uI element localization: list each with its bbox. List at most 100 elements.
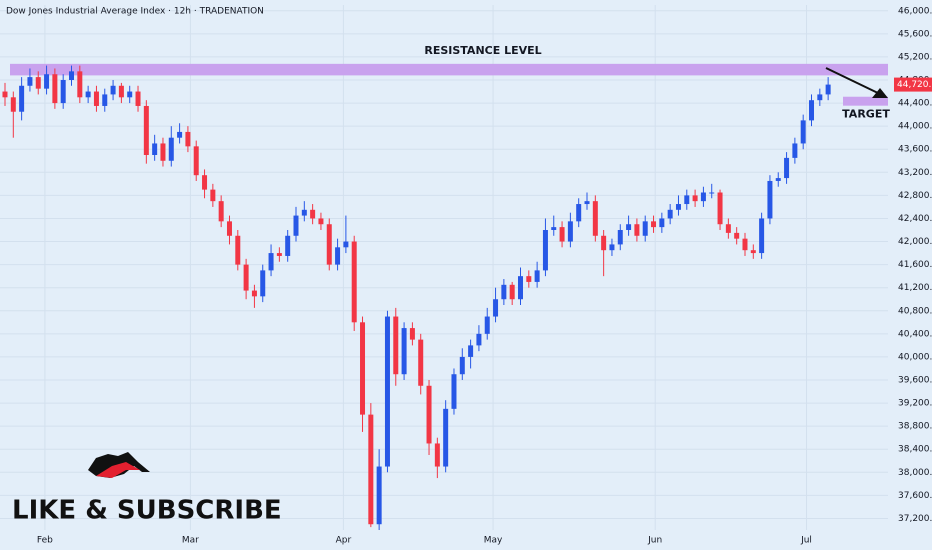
x-tick-label: Feb — [37, 536, 53, 546]
candle-body — [742, 238, 748, 251]
target-label: TARGET — [842, 108, 890, 121]
x-tick-label: May — [484, 536, 503, 546]
y-tick-label: 37,600.0 — [898, 491, 932, 501]
candle-body — [2, 91, 8, 98]
candle-body — [384, 316, 390, 467]
candle-body — [459, 356, 465, 375]
y-tick-label: 43,600.0 — [898, 145, 932, 155]
candle-body — [135, 91, 141, 106]
candle-body — [517, 276, 523, 300]
candle-body — [301, 209, 307, 216]
last-price-tag — [894, 77, 932, 92]
candle-body — [825, 84, 831, 95]
arrow-line — [825, 67, 881, 95]
candle-body — [767, 180, 773, 219]
candle-body — [725, 224, 731, 233]
y-tick-label: 44,400.0 — [898, 99, 932, 109]
y-tick-label: 41,600.0 — [898, 260, 932, 270]
candle-body — [69, 71, 75, 80]
candle-body — [19, 85, 25, 112]
candle-body — [60, 80, 66, 104]
candle-body — [226, 221, 232, 236]
candle-body — [326, 224, 332, 265]
candle-body — [709, 192, 715, 194]
arrow-head — [872, 88, 888, 98]
candle-body — [584, 201, 590, 205]
candle-body — [293, 215, 299, 236]
candle-body — [759, 218, 765, 254]
candle-body — [567, 221, 573, 242]
y-tick-label: 40,000.0 — [898, 352, 932, 362]
x-tick-label: Jul — [800, 536, 812, 546]
candle-body — [268, 253, 274, 271]
y-tick-label: 39,600.0 — [898, 376, 932, 386]
candle-body — [177, 131, 183, 138]
y-tick-label: 38,400.0 — [898, 445, 932, 455]
y-tick-label: 40,400.0 — [898, 329, 932, 339]
candle-body — [534, 270, 540, 282]
candle-body — [684, 195, 690, 205]
candle-body — [310, 209, 316, 219]
candle-body — [110, 85, 116, 95]
candle-body — [10, 97, 16, 112]
candle-body — [218, 201, 224, 222]
bands: RESISTANCE LEVEL TARGET — [10, 44, 890, 121]
candle-body — [102, 94, 108, 106]
candle-body — [651, 221, 657, 228]
candle-body — [426, 385, 432, 444]
candle-body — [351, 241, 357, 323]
candle-body — [809, 100, 815, 121]
candle-body — [551, 227, 557, 230]
candle-body — [93, 91, 99, 106]
candle-body — [251, 290, 257, 297]
candle-body — [817, 94, 823, 101]
candle-body — [260, 270, 266, 297]
candle-body — [626, 224, 632, 230]
candle-body — [343, 241, 349, 248]
candle-body — [717, 192, 723, 225]
candle-body — [409, 328, 415, 340]
bull-accent — [96, 462, 140, 478]
chart-title: Dow Jones Industrial Average Index · 12h… — [6, 7, 264, 17]
candle-body — [784, 157, 790, 179]
y-tick-label: 45,200.0 — [898, 52, 932, 62]
candle-body — [642, 221, 648, 236]
candle-body — [193, 146, 199, 176]
last-price-label: 44,720.5 — [897, 80, 932, 90]
candle-body — [285, 235, 291, 256]
candle-body — [468, 345, 474, 357]
candle-body — [376, 466, 382, 525]
resistance-label: RESISTANCE LEVEL — [424, 44, 541, 57]
x-tick-label: Apr — [336, 536, 352, 546]
candle-body — [609, 244, 615, 251]
candle-body — [243, 264, 249, 291]
candle-body — [434, 443, 440, 467]
candle-body — [235, 235, 241, 265]
resistance-band — [10, 63, 888, 76]
candle-body — [152, 143, 158, 155]
candle-body — [127, 91, 133, 98]
y-tick-label: 46,000.0 — [898, 6, 932, 16]
candle-body — [692, 195, 698, 202]
target-band — [843, 96, 888, 106]
candle-body — [476, 333, 482, 346]
candle-body — [484, 316, 490, 334]
y-tick-label: 38,000.0 — [898, 468, 932, 478]
candle-body — [276, 253, 282, 256]
candle-body — [443, 408, 449, 467]
candle-body — [318, 218, 324, 225]
y-tick-label: 43,200.0 — [898, 168, 932, 178]
candle-body — [734, 232, 740, 239]
candle-body — [576, 204, 582, 222]
candle-body — [202, 175, 208, 190]
candle-body — [368, 414, 374, 525]
candle-body — [750, 250, 756, 254]
candle-body — [35, 77, 41, 89]
candle-body — [418, 339, 424, 386]
y-tick-label: 44,000.0 — [898, 122, 932, 132]
y-tick-label: 41,200.0 — [898, 283, 932, 293]
candle-body — [592, 201, 598, 236]
y-tick-label: 42,400.0 — [898, 214, 932, 224]
